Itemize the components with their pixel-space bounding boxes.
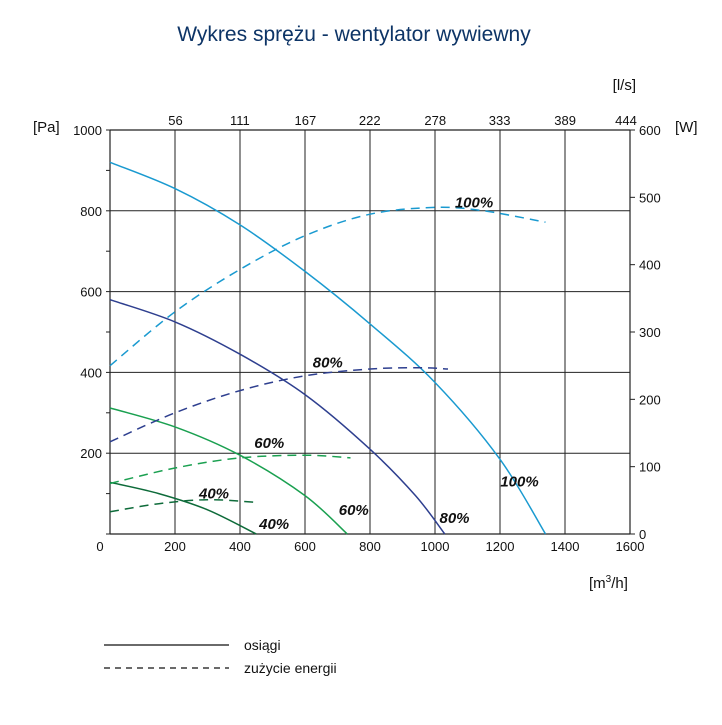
series-power-60pct <box>109 454 351 485</box>
curve-label: 80% <box>313 354 343 371</box>
x-top-tick-label: 111 <box>230 113 250 128</box>
x-tick-label: 200 <box>164 539 186 554</box>
x-top-tick-label: 389 <box>554 113 576 128</box>
series-pressure-80pct <box>109 298 446 535</box>
series-pressure-100pct <box>109 161 547 535</box>
y-left-tick-label: 1000 <box>73 123 102 138</box>
x-top-tick-label: 167 <box>295 113 317 128</box>
curve-label: 40% <box>198 486 229 503</box>
series-power-40pct <box>109 498 257 513</box>
x-tick-label: 400 <box>229 539 251 554</box>
y-left-unit: [Pa] <box>33 119 60 136</box>
y-left-tick-label: 800 <box>80 204 102 219</box>
y-right-tick-label: 0 <box>639 527 646 542</box>
curve-labels: 100% 80% 60% 40% 100% 80% 60% 40% <box>198 195 539 533</box>
legend-solid-label: osiągi <box>244 637 281 653</box>
curve-label: 100% <box>455 195 493 212</box>
tick-labels: 200 400 600 800 1000 0 100 200 300 400 500 600 0 200 4… <box>73 113 661 554</box>
chart-title: Wykres sprężu - wentylator wywiewny <box>177 23 531 46</box>
y-right-tick-label: 100 <box>639 460 661 475</box>
curve-label: 100% <box>500 473 538 490</box>
y-right-tick-label: 200 <box>639 392 661 407</box>
x-top-tick-label: 444 <box>615 113 637 128</box>
y-left-tick-label: 200 <box>80 446 102 461</box>
x-tick-label: 800 <box>359 539 381 554</box>
legend-dashed-label: zużycie energii <box>244 660 337 676</box>
series-pressure-40pct <box>109 481 257 535</box>
y-left-tick-label: 400 <box>80 365 102 380</box>
series-power-100pct <box>109 206 546 367</box>
x-top-tick-label: 278 <box>424 113 446 128</box>
curve-label: 60% <box>339 502 369 519</box>
y-right-tick-label: 500 <box>639 190 661 205</box>
curve-label: 40% <box>258 516 289 533</box>
legend: osiągi zużycie energii <box>104 637 337 676</box>
x-tick-label: 0 <box>96 539 103 554</box>
curve-label: 80% <box>439 510 469 527</box>
x-top-tick-label: 56 <box>168 113 182 128</box>
x-unit-sup: 3 <box>606 574 612 585</box>
x-tick-label: 1600 <box>616 539 645 554</box>
grid <box>110 129 630 534</box>
curve-label: 60% <box>254 435 284 452</box>
y-right-unit: [W] <box>675 119 698 136</box>
curves <box>109 161 547 535</box>
x-bottom-unit: [m3/h] <box>589 574 628 592</box>
y-right-tick-label: 400 <box>639 258 661 273</box>
x-tick-label: 600 <box>294 539 316 554</box>
x-top-tick-label: 333 <box>489 113 511 128</box>
x-top-tick-label: 222 <box>359 113 381 128</box>
series-power-80pct <box>109 366 449 443</box>
x-top-unit: [l/s] <box>613 77 636 94</box>
x-tick-label: 1200 <box>486 539 515 554</box>
series-pressure-60pct <box>109 407 348 535</box>
y-right-tick-label: 300 <box>639 325 661 340</box>
y-left-tick-label: 600 <box>80 285 102 300</box>
x-unit-tail: /h] <box>611 575 628 592</box>
x-tick-label: 1000 <box>421 539 450 554</box>
axes <box>106 129 635 535</box>
y-right-tick-label: 600 <box>639 123 661 138</box>
x-tick-label: 1400 <box>551 539 580 554</box>
x-unit-base: [m <box>589 575 606 592</box>
